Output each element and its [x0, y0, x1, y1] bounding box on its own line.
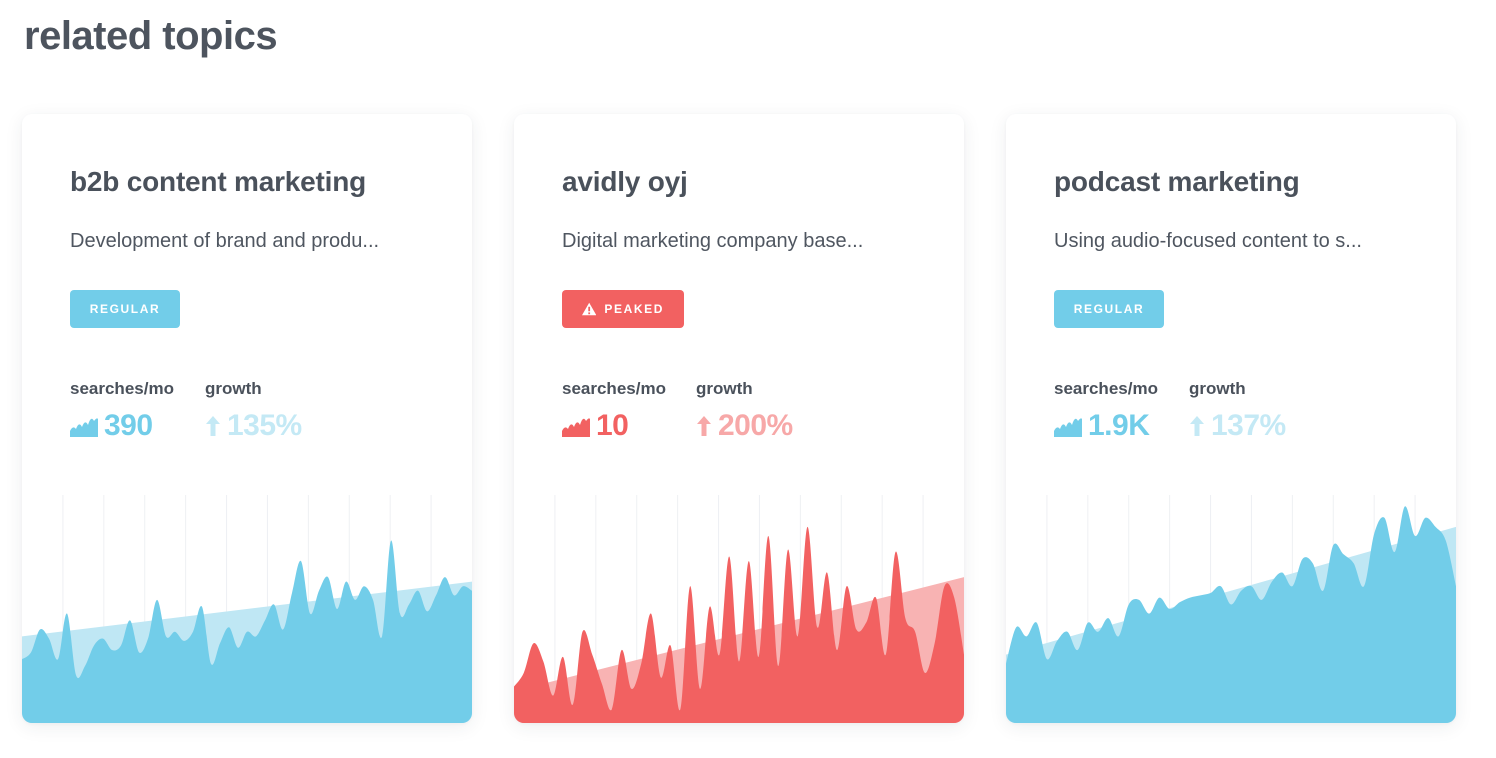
search-trend-chart [514, 495, 964, 723]
searches-number: 390 [104, 409, 153, 442]
chart-series-area [22, 540, 472, 723]
topic-card-b2b-content-marketing[interactable]: b2b content marketing Development of bra… [22, 114, 472, 723]
topic-title[interactable]: avidly oyj [562, 166, 688, 197]
search-trend-chart [22, 495, 472, 723]
status-badge: REGULAR [1054, 290, 1164, 328]
search-volume-icon [70, 418, 98, 437]
searches-label: searches/mo [1054, 379, 1158, 398]
growth-value: 200% [696, 408, 793, 444]
searches-number: 10 [596, 409, 629, 442]
status-badge-label: REGULAR [89, 302, 161, 316]
arrow-up-icon [697, 416, 711, 436]
growth-number: 137% [1211, 409, 1286, 442]
searches-value: 1.9K [1054, 408, 1150, 444]
growth-value: 137% [1189, 408, 1286, 444]
topic-card-podcast-marketing[interactable]: podcast marketing Using audio-focused co… [1006, 114, 1456, 723]
growth-label: growth [696, 379, 753, 398]
growth-value: 135% [205, 408, 302, 444]
status-badge-label: PEAKED [604, 302, 664, 316]
growth-number: 200% [718, 409, 793, 442]
chart-series-area [1006, 506, 1456, 723]
searches-value: 390 [70, 408, 153, 444]
section-title: related topics [24, 14, 278, 58]
arrow-up-icon [206, 416, 220, 436]
topic-title[interactable]: podcast marketing [1054, 166, 1300, 197]
chart-series-area [514, 526, 964, 723]
topic-description: Digital marketing company base... [562, 230, 864, 252]
topic-card-avidly-oyj[interactable]: avidly oyj Digital marketing company bas… [514, 114, 964, 723]
topic-description: Using audio-focused content to s... [1054, 230, 1362, 252]
searches-value: 10 [562, 408, 629, 444]
arrow-up-icon [1190, 416, 1204, 436]
searches-label: searches/mo [70, 379, 174, 398]
growth-label: growth [205, 379, 262, 398]
search-volume-icon [562, 418, 590, 437]
warning-icon [582, 302, 597, 316]
status-badge: REGULAR [70, 290, 180, 328]
searches-number: 1.9K [1088, 409, 1150, 442]
search-volume-icon [1054, 418, 1082, 437]
status-badge: PEAKED [562, 290, 684, 328]
topic-description: Development of brand and produ... [70, 230, 380, 252]
topic-title[interactable]: b2b content marketing [70, 166, 367, 197]
growth-label: growth [1189, 379, 1246, 398]
growth-number: 135% [227, 409, 302, 442]
status-badge-label: REGULAR [1073, 302, 1145, 316]
searches-label: searches/mo [562, 379, 666, 398]
search-trend-chart [1006, 495, 1456, 723]
